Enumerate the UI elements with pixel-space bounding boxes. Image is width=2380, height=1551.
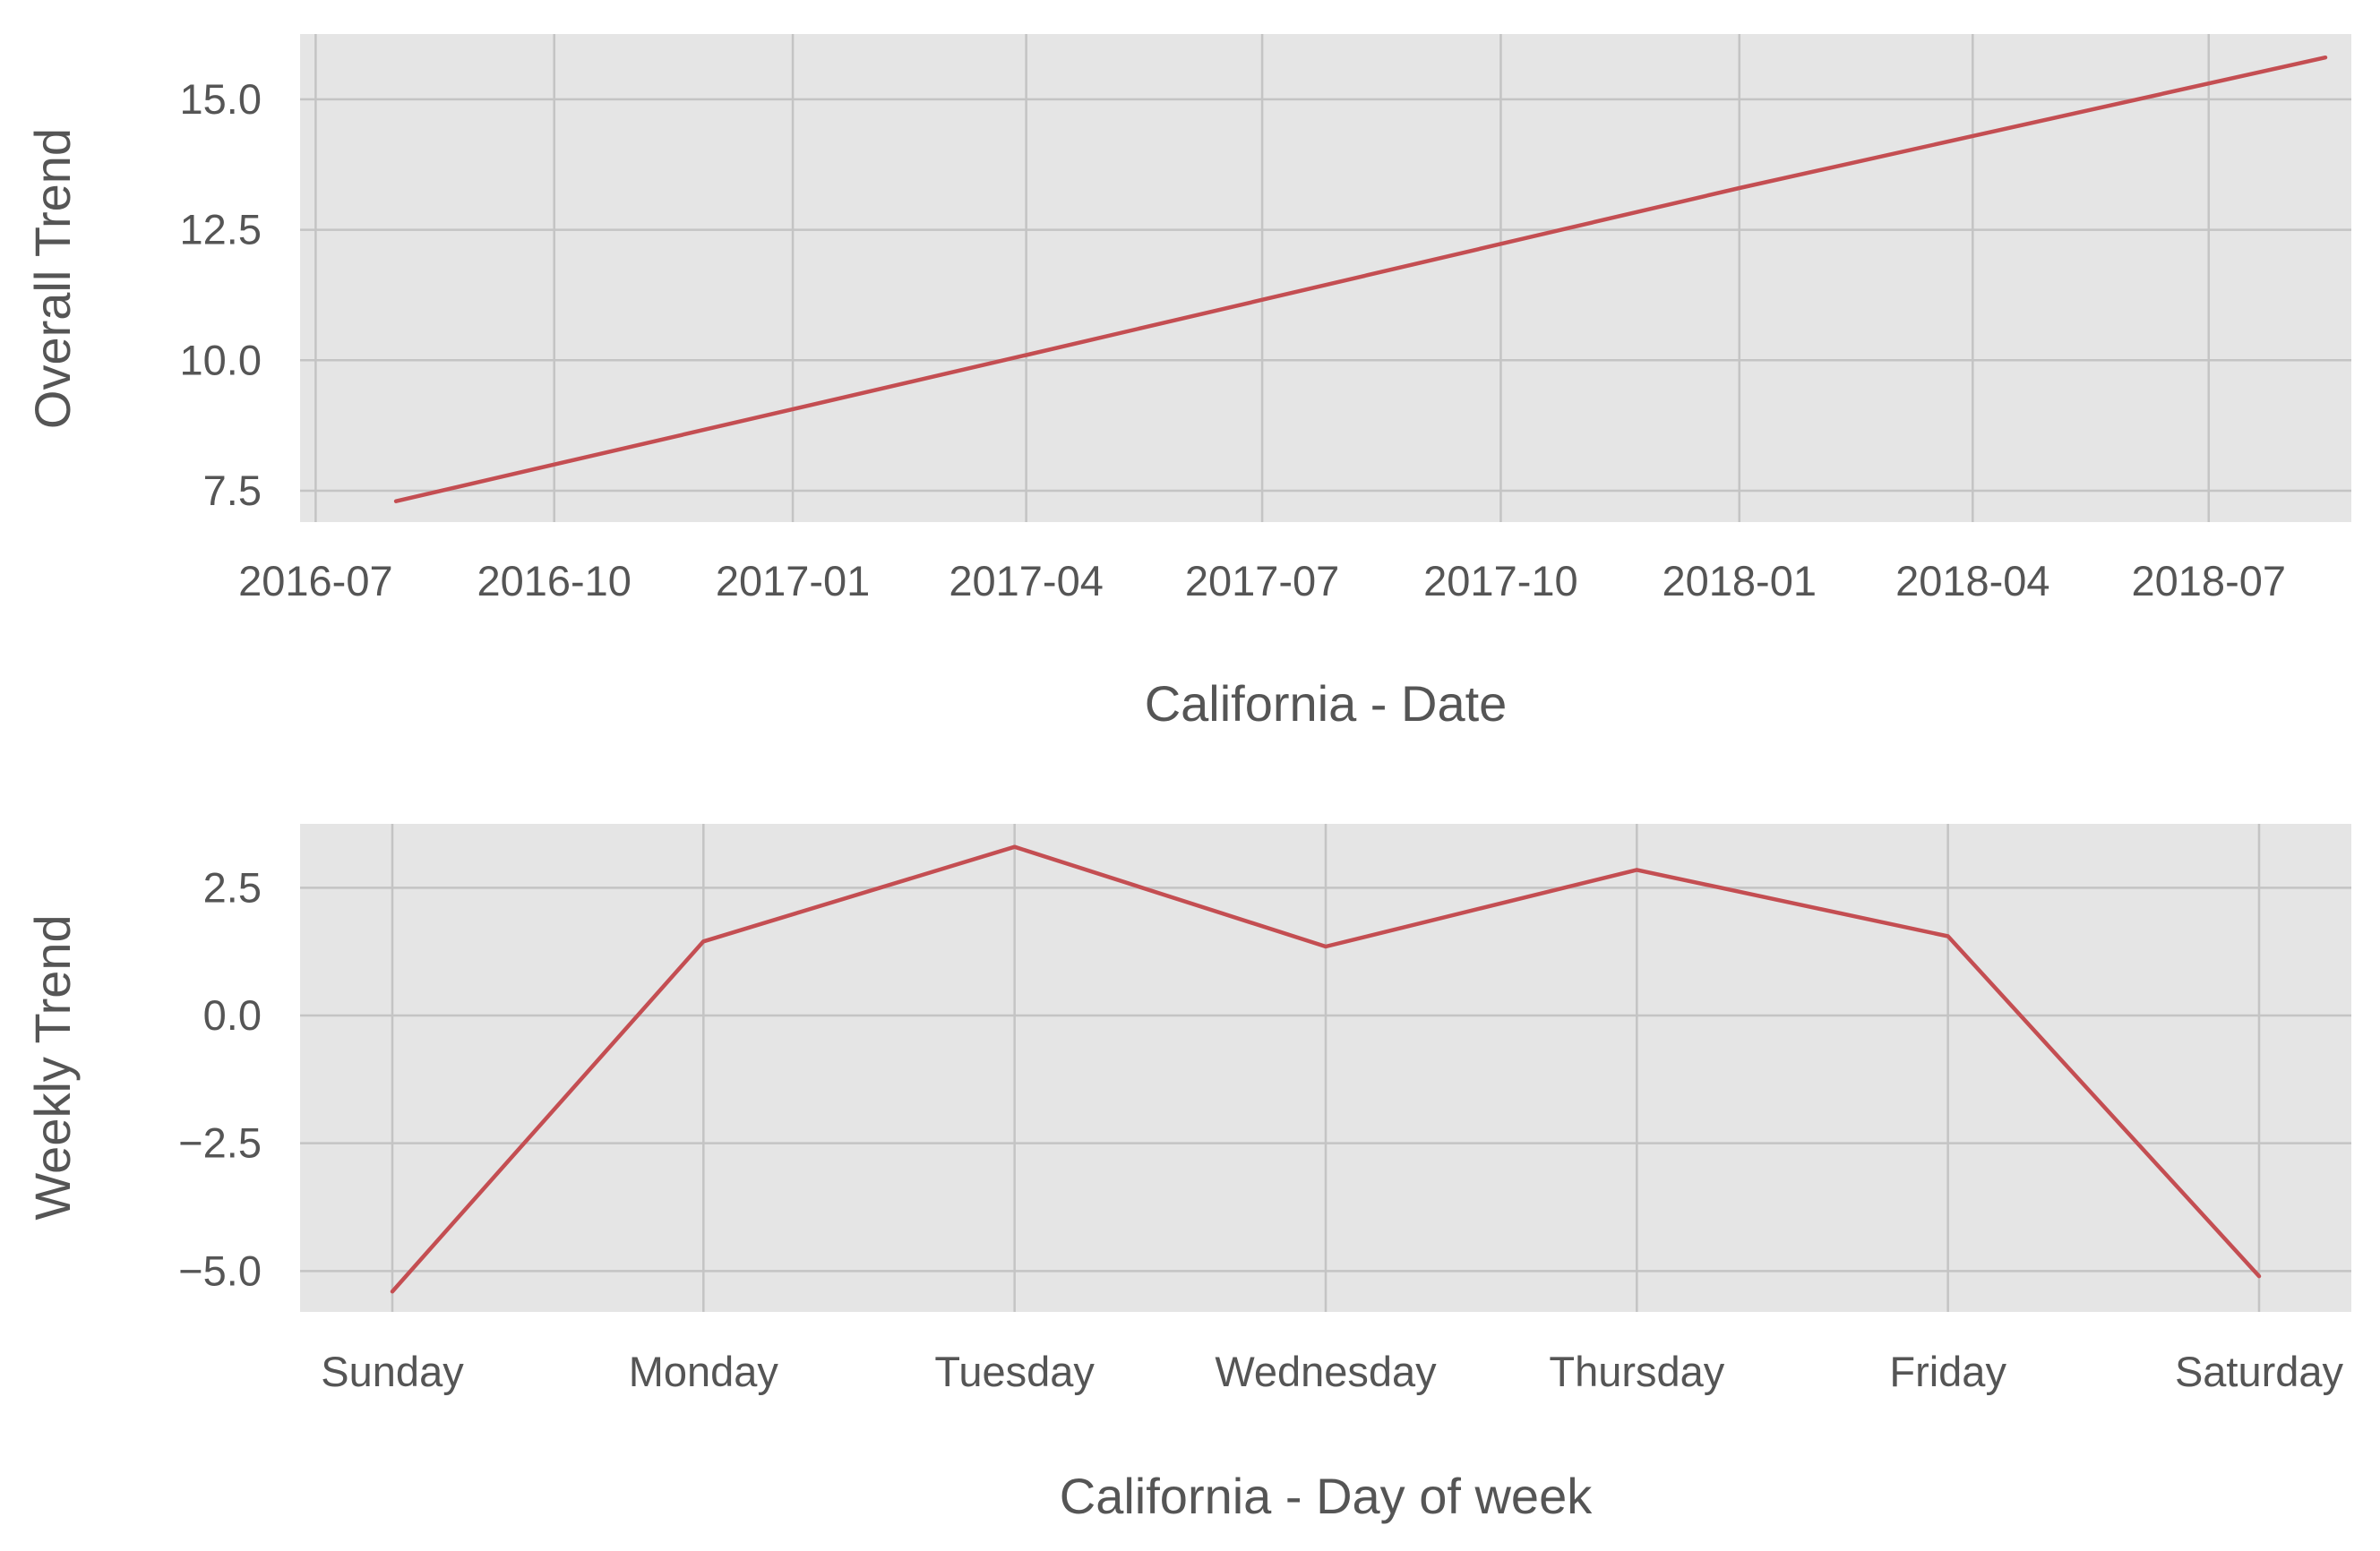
y-axis-label: Weekly Trend bbox=[24, 914, 81, 1220]
x-tick-label: Wednesday bbox=[1215, 1348, 1437, 1395]
x-axis-label: California - Day of week bbox=[1060, 1468, 1593, 1524]
x-tick-label: Thursday bbox=[1549, 1348, 1724, 1395]
x-tick-label: 2017-07 bbox=[1185, 557, 1340, 604]
x-tick-label: Sunday bbox=[321, 1348, 464, 1395]
x-tick-label: 2018-04 bbox=[1895, 557, 2050, 604]
x-tick-labels: Sunday Monday Tuesday Wednesday Thursday Frid… bbox=[321, 1348, 2343, 1395]
x-tick-label: 2018-01 bbox=[1663, 557, 1817, 604]
y-tick-label: −5.0 bbox=[178, 1247, 262, 1294]
y-tick-label: 12.5 bbox=[180, 206, 262, 253]
y-axis-label: Overall Trend bbox=[24, 128, 81, 429]
overall-trend-chart: 2016-07 2016-10 2017-01 2017-04 2017-07 2017-… bbox=[24, 34, 2351, 732]
x-tick-label: Saturday bbox=[2175, 1348, 2344, 1395]
x-tick-labels: 2016-07 2016-10 2017-01 2017-04 2017-07 2017-… bbox=[238, 557, 2286, 604]
y-tick-label: 0.0 bbox=[203, 991, 262, 1039]
x-tick-label: 2017-01 bbox=[716, 557, 871, 604]
series-lines bbox=[393, 55, 2328, 503]
x-axis-label: California - Date bbox=[1145, 675, 1508, 732]
x-tick-label: Friday bbox=[1889, 1348, 2006, 1395]
x-tick-label: 2017-04 bbox=[949, 557, 1104, 604]
plot-area bbox=[300, 34, 2351, 522]
x-tick-label: 2017-10 bbox=[1423, 557, 1578, 604]
weekly-trend-chart: Sunday Monday Tuesday Wednesday Thursday Frid… bbox=[24, 824, 2351, 1524]
y-tick-label: 7.5 bbox=[203, 467, 262, 514]
gridlines bbox=[300, 34, 2351, 522]
x-tick-label: 2018-07 bbox=[2132, 557, 2287, 604]
y-tick-label: 15.0 bbox=[180, 75, 262, 123]
gridlines bbox=[300, 824, 2351, 1312]
x-tick-label: 2016-07 bbox=[238, 557, 393, 604]
x-tick-label: Tuesday bbox=[934, 1348, 1095, 1395]
y-tick-label: 2.5 bbox=[203, 863, 262, 911]
trend-line bbox=[393, 55, 2328, 503]
x-tick-label: 2016-10 bbox=[477, 557, 632, 604]
x-tick-label: Monday bbox=[629, 1348, 779, 1395]
series-lines bbox=[390, 844, 2262, 1294]
y-tick-labels: 7.5 10.0 12.5 15.0 bbox=[180, 75, 262, 514]
y-tick-label: −2.5 bbox=[178, 1119, 262, 1167]
trend-line bbox=[390, 844, 2262, 1294]
y-tick-label: 10.0 bbox=[180, 336, 262, 383]
y-tick-labels: −5.0 −2.5 0.0 2.5 bbox=[178, 863, 262, 1294]
